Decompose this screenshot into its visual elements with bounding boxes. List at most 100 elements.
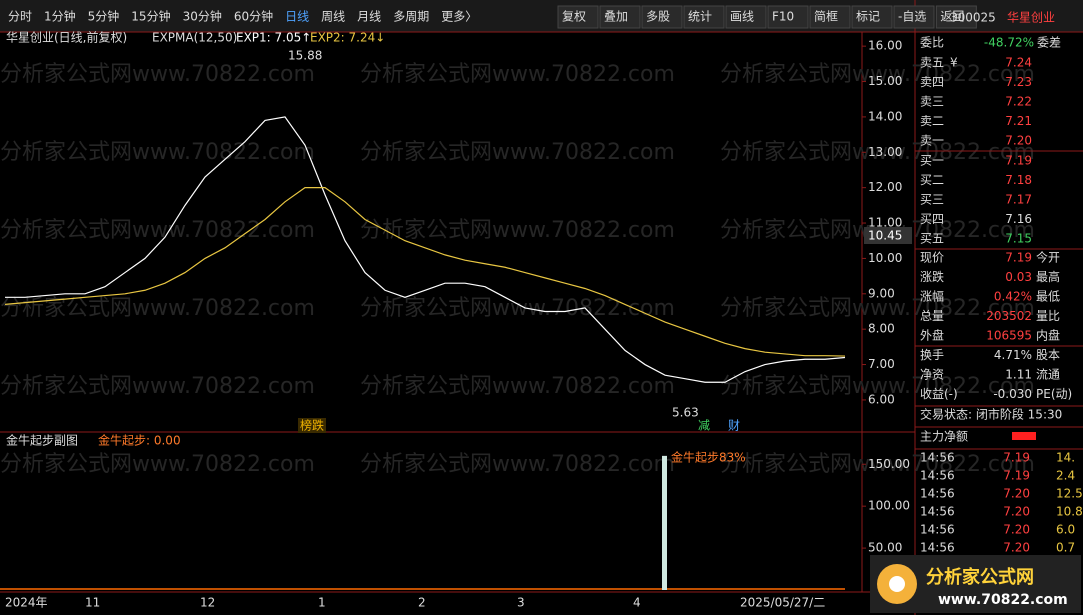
watermark: 分析家公式网www.70822.com xyxy=(0,218,315,243)
watermark: 分析家公式网www.70822.com xyxy=(0,452,315,477)
trade-volume: 12.5 xyxy=(1056,487,1083,501)
stat-label: 股本 xyxy=(1036,348,1060,362)
toolbar-button[interactable]: -自选 xyxy=(898,10,926,24)
y-tick-label: 150.00 xyxy=(868,457,910,471)
period-tab[interactable]: 月线 xyxy=(357,10,381,24)
x-tick-label: 4 xyxy=(633,596,641,610)
ask-label: 卖一 xyxy=(920,134,944,148)
stat-label: 流通 xyxy=(1036,368,1060,382)
stat-label: 内盘 xyxy=(1036,328,1060,343)
ask-label: 卖三 xyxy=(920,95,944,109)
x-tick-label: 2024年 xyxy=(5,596,48,610)
ratio-value: -48.72% xyxy=(984,36,1034,50)
logo-url: www.70822.com xyxy=(938,592,1068,608)
period-tab[interactable]: 15分钟 xyxy=(131,9,170,24)
watermark: 分析家公式网www.70822.com xyxy=(0,140,315,165)
period-tab[interactable]: 5分钟 xyxy=(88,9,120,24)
bid-label: 买五 xyxy=(920,232,944,246)
watermark: 分析家公式网www.70822.com xyxy=(720,62,1035,87)
trade-time: 14:56 xyxy=(920,451,955,465)
bid-price: 7.15 xyxy=(1005,232,1032,246)
button-bg[interactable] xyxy=(851,5,893,29)
stat-label: 收益(-) xyxy=(920,387,958,401)
period-tab[interactable]: 更多〉 xyxy=(441,10,477,24)
y-tick-label: 11.00 xyxy=(868,216,902,230)
sub-legend: 金牛起步: 0.00 xyxy=(98,433,181,448)
trade-time: 14:56 xyxy=(920,541,955,555)
button-bg[interactable] xyxy=(641,5,683,29)
line-exp2 xyxy=(4,187,846,357)
toolbar-button[interactable]: 画线 xyxy=(730,10,754,24)
toolbar-button[interactable]: F10 xyxy=(772,10,794,24)
toolbar-button[interactable]: 统计 xyxy=(688,10,712,24)
ask-price: 7.23 xyxy=(1005,75,1032,89)
y-tick-label: 100.00 xyxy=(868,499,910,513)
stat-label: 总量 xyxy=(920,309,944,323)
legend-entry: EXP2: 7.24↓ xyxy=(310,31,385,45)
period-tab[interactable]: 日线 xyxy=(285,10,309,24)
toolbar-button[interactable]: 复权 xyxy=(562,10,586,24)
stat-value: -0.030 xyxy=(993,387,1032,401)
stat-label: 今开 xyxy=(1036,250,1060,265)
y-tick-label: 50.00 xyxy=(868,541,902,555)
toolbar-button[interactable]: 返回 xyxy=(940,10,964,24)
line-exp1 xyxy=(5,116,846,383)
ask-price: 7.24 xyxy=(1005,56,1032,70)
watermark: 分析家公式网www.70822.com xyxy=(360,140,675,165)
stat-value: 0.03 xyxy=(1005,270,1032,284)
main-net-label: 主力净额 xyxy=(920,430,968,444)
trade-time: 14:56 xyxy=(920,523,955,537)
button-bg[interactable] xyxy=(767,5,809,29)
button-bg[interactable] xyxy=(725,5,767,29)
stat-label: 量比 xyxy=(1036,309,1060,323)
toolbar-button[interactable]: 叠加 xyxy=(604,10,628,24)
trade-price: 7.20 xyxy=(1003,523,1030,537)
indicator-name: EXPMA(12,50) xyxy=(152,31,237,45)
bar-label: 金牛起步83% xyxy=(671,449,746,464)
button-bg[interactable] xyxy=(599,5,641,29)
stat-value: 106595 xyxy=(986,329,1032,343)
toolbar-button[interactable]: 多股 xyxy=(646,10,670,24)
bid-price: 7.18 xyxy=(1005,173,1032,187)
period-tab[interactable]: 分时 xyxy=(8,10,32,24)
y-tick-label: 10.00 xyxy=(868,251,902,265)
period-tab[interactable]: 30分钟 xyxy=(183,9,222,24)
ask-price: 7.22 xyxy=(1005,95,1032,109)
stat-label: 涨幅 xyxy=(920,289,944,304)
button-bg[interactable] xyxy=(893,5,935,29)
chart-title: 华星创业(日线,前复权) xyxy=(6,30,127,45)
watermark: 分析家公式网www.70822.com xyxy=(0,296,315,321)
button-bg[interactable] xyxy=(557,5,599,29)
trade-price: 7.19 xyxy=(1003,469,1030,483)
button-bg[interactable] xyxy=(935,5,977,29)
trade-time: 14:56 xyxy=(920,505,955,519)
period-tab[interactable]: 多周期 xyxy=(393,10,429,24)
stat-label: 外盘 xyxy=(920,328,944,343)
bid-label: 买二 xyxy=(920,173,944,187)
x-tick-label: 1 xyxy=(318,596,326,610)
ratio-label: 委差 xyxy=(1037,36,1061,50)
watermark: 分析家公式网www.70822.com xyxy=(360,62,675,87)
y-tick-label: 7.00 xyxy=(868,357,895,371)
trade-volume: 6.0 xyxy=(1056,523,1075,537)
trade-price: 7.20 xyxy=(1003,487,1030,501)
bid-price: 7.17 xyxy=(1005,193,1032,207)
toolbar-button[interactable]: 标记 xyxy=(856,10,880,24)
y-tick-label: 8.00 xyxy=(868,322,895,336)
button-bg[interactable] xyxy=(683,5,725,29)
main-net-bar xyxy=(1012,432,1036,440)
ask-price: 7.21 xyxy=(1005,114,1032,128)
bid-label: 买四 xyxy=(920,212,944,226)
button-bg[interactable] xyxy=(809,5,851,29)
watermark: 分析家公式网www.70822.com xyxy=(0,62,315,87)
period-tab[interactable]: 60分钟 xyxy=(234,9,273,24)
x-tick-label: 3 xyxy=(517,596,525,610)
trade-price: 7.20 xyxy=(1003,541,1030,555)
period-tab[interactable]: 周线 xyxy=(321,10,345,24)
period-tab[interactable]: 1分钟 xyxy=(44,9,76,24)
toolbar-button[interactable]: 简框 xyxy=(814,10,838,24)
y-tick-label: 14.00 xyxy=(868,109,902,123)
currency: ¥ xyxy=(950,56,958,70)
stat-value: 203502 xyxy=(986,309,1032,323)
